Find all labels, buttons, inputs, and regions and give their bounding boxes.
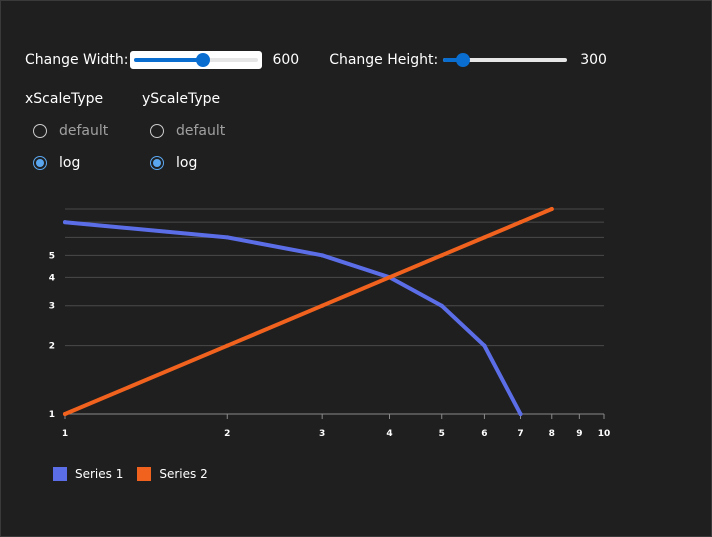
series-1-point — [320, 253, 325, 258]
radio-unchecked-icon[interactable] — [33, 124, 47, 138]
series-2-point — [225, 343, 230, 348]
x-tick-label: 1 — [62, 429, 68, 439]
series-2-point — [320, 303, 325, 308]
y-scale-radio-group: yScaleType default log — [142, 89, 225, 173]
y-tick-label: 2 — [49, 342, 55, 352]
series-2-point — [549, 207, 554, 211]
series-2-point — [387, 275, 392, 280]
width-slider-label: Change Width: — [25, 52, 129, 68]
y-scale-option-default[interactable]: default — [142, 121, 225, 141]
series-1-point — [518, 412, 523, 416]
legend-swatch — [137, 467, 152, 481]
legend-label: Series 2 — [159, 467, 208, 481]
x-tick-label: 2 — [224, 429, 230, 439]
series-2-point — [482, 235, 487, 240]
y-scale-option-label: log — [176, 155, 198, 171]
width-slider[interactable] — [130, 51, 263, 69]
y-scale-option-log[interactable]: log — [142, 153, 225, 173]
x-tick-label: 10 — [598, 429, 611, 439]
x-scale-option-log[interactable]: log — [25, 153, 108, 173]
radio-checked-icon[interactable] — [150, 156, 164, 170]
y-scale-title: yScaleType — [142, 91, 221, 107]
series-2-point — [63, 412, 67, 416]
series-2-point — [518, 220, 523, 225]
x-scale-title: xScaleType — [25, 91, 104, 107]
x-tick-label: 8 — [549, 429, 555, 439]
radio-checked-icon[interactable] — [33, 156, 47, 170]
x-scale-option-label: default — [59, 123, 109, 139]
x-tick-label: 6 — [481, 429, 487, 439]
x-tick-label: 3 — [319, 429, 325, 439]
height-slider-track[interactable] — [443, 58, 568, 62]
x-tick-label: 5 — [439, 429, 445, 439]
series-1-point — [482, 343, 487, 348]
series-1-point — [225, 235, 230, 240]
y-tick-label: 3 — [49, 302, 55, 312]
y-tick-label: 5 — [49, 251, 55, 261]
series-1-point — [63, 220, 67, 225]
height-slider-thumb[interactable] — [456, 53, 471, 67]
x-tick-label: 7 — [517, 429, 523, 439]
width-slider-fill — [134, 58, 203, 62]
x-tick-label: 9 — [576, 429, 582, 439]
height-value: 300 — [580, 52, 607, 68]
y-tick-label: 1 — [49, 410, 55, 420]
size-controls: Change Width: 600 Change Height: 300 — [25, 47, 607, 73]
height-slider-label: Change Height: — [329, 52, 439, 68]
x-tick-label: 4 — [386, 429, 392, 439]
width-value: 600 — [272, 52, 300, 68]
chart-legend: Series 1 Series 2 — [53, 467, 222, 481]
line-chart: 1 2 3 4 5 1 2 3 4 5 6 7 8 9 10 — [49, 207, 611, 439]
series-2-line — [63, 207, 554, 416]
legend-item-series-1[interactable]: Series 1 — [53, 467, 123, 481]
legend-swatch — [53, 467, 67, 481]
x-scale-option-label: log — [59, 155, 81, 171]
series-2-point — [439, 253, 444, 258]
y-scale-option-label: default — [176, 123, 226, 139]
height-slider-fill — [443, 58, 464, 62]
radio-unchecked-icon[interactable] — [150, 124, 164, 138]
series-1-point — [439, 303, 444, 308]
height-slider[interactable] — [440, 51, 570, 69]
legend-item-series-2[interactable]: Series 2 — [137, 467, 208, 481]
y-tick-label: 4 — [49, 273, 55, 283]
legend-label: Series 1 — [75, 467, 124, 481]
width-slider-thumb[interactable] — [195, 53, 210, 67]
x-scale-option-default[interactable]: default — [25, 121, 108, 141]
x-scale-radio-group: xScaleType default log — [25, 89, 108, 173]
